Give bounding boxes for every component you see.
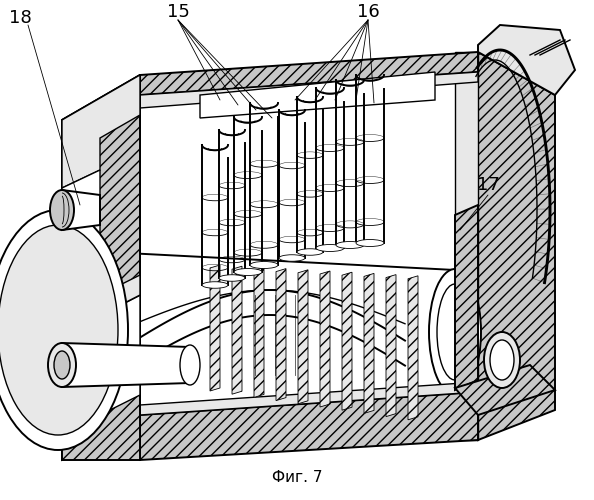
Polygon shape [90, 148, 118, 375]
Ellipse shape [250, 262, 278, 268]
Polygon shape [342, 272, 352, 410]
Text: 16: 16 [356, 3, 380, 21]
Polygon shape [455, 365, 555, 415]
Ellipse shape [484, 332, 520, 388]
Polygon shape [455, 52, 478, 440]
Polygon shape [62, 75, 140, 335]
Polygon shape [210, 265, 220, 391]
Ellipse shape [54, 351, 70, 379]
Ellipse shape [38, 263, 98, 407]
Ellipse shape [0, 210, 128, 450]
Polygon shape [68, 250, 455, 420]
Polygon shape [386, 274, 396, 416]
Ellipse shape [234, 268, 262, 276]
Text: Фиг. 7: Фиг. 7 [271, 470, 323, 486]
Ellipse shape [429, 269, 481, 395]
Text: 18: 18 [9, 9, 31, 27]
Ellipse shape [48, 343, 76, 387]
Polygon shape [364, 274, 374, 414]
Polygon shape [140, 52, 478, 95]
Text: 17: 17 [476, 176, 500, 194]
Ellipse shape [316, 244, 344, 252]
Ellipse shape [219, 275, 245, 281]
Ellipse shape [202, 282, 228, 288]
Polygon shape [478, 25, 575, 95]
Text: 15: 15 [166, 3, 189, 21]
Polygon shape [276, 268, 286, 400]
Polygon shape [455, 205, 478, 390]
Polygon shape [298, 270, 308, 404]
Polygon shape [320, 271, 330, 407]
Polygon shape [200, 72, 435, 118]
Polygon shape [62, 262, 140, 335]
Polygon shape [62, 343, 190, 387]
Ellipse shape [437, 284, 473, 380]
Polygon shape [254, 268, 264, 398]
Ellipse shape [30, 245, 106, 425]
Polygon shape [232, 266, 242, 394]
Ellipse shape [279, 255, 305, 261]
Ellipse shape [50, 190, 74, 230]
Ellipse shape [180, 345, 200, 385]
Ellipse shape [297, 248, 323, 255]
Polygon shape [62, 75, 140, 188]
Polygon shape [62, 170, 100, 280]
Polygon shape [140, 392, 478, 460]
Polygon shape [478, 52, 555, 440]
Polygon shape [62, 190, 100, 230]
Ellipse shape [356, 240, 384, 246]
Polygon shape [62, 75, 140, 460]
Ellipse shape [490, 340, 514, 380]
Polygon shape [408, 276, 418, 420]
Polygon shape [140, 382, 478, 415]
Polygon shape [62, 295, 140, 460]
Polygon shape [90, 95, 140, 420]
Ellipse shape [336, 242, 364, 248]
Polygon shape [140, 72, 478, 108]
Ellipse shape [0, 225, 118, 435]
